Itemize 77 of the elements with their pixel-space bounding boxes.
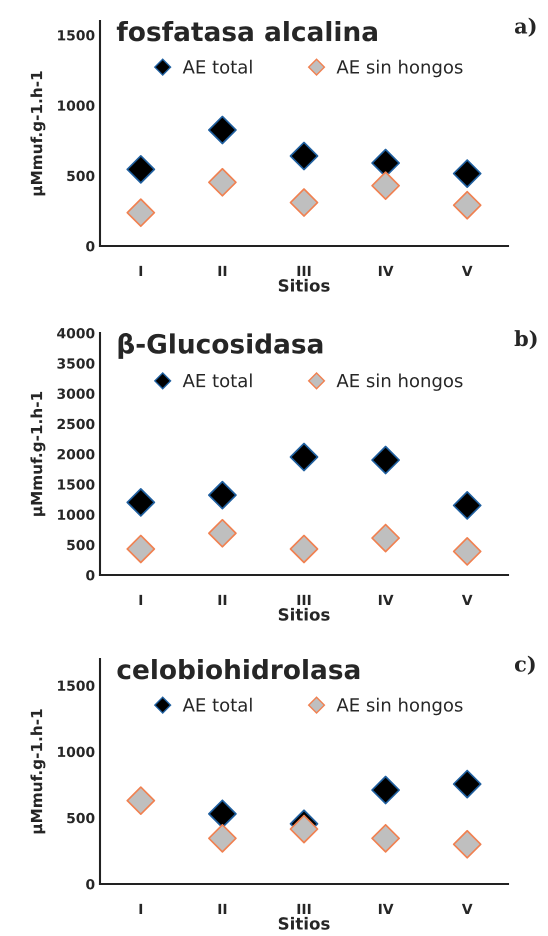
- point: [371, 524, 400, 552]
- point: [452, 491, 482, 520]
- point: [208, 480, 237, 510]
- point: [208, 799, 237, 828]
- y-tick-label: 3000: [57, 388, 94, 399]
- y-tick-label: 500: [67, 812, 94, 824]
- y-tick-label: 1000: [58, 746, 94, 758]
- y-tick-label: 1000: [58, 100, 94, 111]
- y-tick-label: 2000: [58, 448, 94, 460]
- point: [452, 159, 482, 188]
- point: [371, 824, 400, 853]
- y-axis-title: µMmuf.g-1.h-1: [30, 392, 46, 516]
- text: a): [514, 18, 536, 37]
- point: [290, 188, 318, 217]
- point: [290, 442, 318, 472]
- legend-label: AE total: [182, 60, 252, 74]
- y-tick-label: 1500: [58, 30, 94, 41]
- x-tick-label: II: [218, 904, 226, 914]
- chart-title: celobiohidrolasa: [117, 659, 360, 680]
- x-axis-title: Sitios: [278, 916, 330, 930]
- x-tick-label: III: [298, 594, 310, 605]
- y-axis-title: µMmuf.g-1.h-1: [30, 71, 46, 196]
- point: [290, 814, 318, 844]
- x-tick-label: IV: [378, 594, 394, 605]
- point: [208, 168, 237, 197]
- point: [126, 534, 156, 564]
- point: [452, 770, 482, 798]
- x-tick-label: II: [218, 266, 226, 276]
- point: [371, 171, 400, 200]
- y-axis-title: µMmuf.g-1.h-1: [30, 709, 46, 834]
- x-tick-label: I: [139, 594, 142, 605]
- point: [371, 776, 400, 804]
- y-tick-label: 3500: [57, 358, 94, 369]
- legend-label: AE total: [182, 698, 252, 712]
- point: [208, 116, 237, 144]
- x-tick-label: V: [462, 904, 473, 914]
- x-tick-label: V: [462, 594, 473, 605]
- point: [208, 518, 237, 548]
- y-tick-label: 1500: [58, 680, 94, 691]
- y-tick-label: 0: [86, 878, 94, 890]
- point: [371, 446, 400, 474]
- x-axis-title: Sitios: [278, 608, 330, 621]
- x-tick-label: V: [462, 266, 473, 276]
- point: [126, 488, 156, 517]
- x-tick-label: II: [218, 594, 226, 605]
- x-tick-label: IV: [378, 904, 394, 914]
- text: c): [514, 656, 535, 675]
- y-tick-label: 0: [86, 240, 94, 252]
- point: [452, 537, 482, 566]
- point: [126, 154, 156, 184]
- y-tick-label: 1500: [58, 479, 94, 490]
- x-tick-label: III: [298, 266, 310, 276]
- x-tick-label: I: [139, 904, 142, 914]
- y-tick-label: 1000: [58, 509, 94, 520]
- legend-label: AE total: [182, 373, 252, 388]
- y-tick-label: 2500: [58, 418, 94, 430]
- legend-label: AE sin hongos: [336, 373, 462, 391]
- y-tick-label: 500: [67, 540, 94, 550]
- chart-title: fosfatasa alcalina: [116, 21, 377, 42]
- y-tick-label: 0: [86, 570, 94, 580]
- point: [290, 534, 318, 564]
- point: [126, 786, 156, 815]
- point: [208, 824, 237, 853]
- x-axis-title: Sitios: [278, 278, 330, 292]
- y-tick-label: 4000: [57, 328, 94, 338]
- point: [452, 830, 482, 859]
- point: [126, 198, 156, 228]
- point: [290, 142, 318, 170]
- legend-label: AE sin hongos: [336, 698, 462, 716]
- legend-label: AE sin hongos: [336, 60, 462, 78]
- x-tick-label: I: [139, 266, 142, 276]
- text: b): [514, 330, 537, 350]
- y-tick-label: 500: [67, 170, 94, 182]
- point: [452, 190, 482, 220]
- x-tick-label: III: [298, 904, 310, 914]
- x-tick-label: IV: [378, 266, 394, 276]
- chart-title: β-Glucosidasa: [118, 333, 322, 359]
